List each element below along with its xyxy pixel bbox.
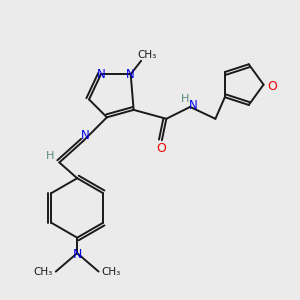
Text: H: H	[181, 94, 189, 103]
Text: CH₃: CH₃	[137, 50, 157, 60]
Text: CH₃: CH₃	[101, 267, 121, 277]
Text: O: O	[156, 142, 166, 155]
Text: N: N	[126, 68, 135, 81]
Text: H: H	[46, 151, 55, 161]
Text: CH₃: CH₃	[34, 267, 53, 277]
Text: O: O	[267, 80, 277, 93]
Text: N: N	[189, 99, 198, 112]
Text: N: N	[81, 129, 90, 142]
Text: N: N	[97, 68, 105, 81]
Text: N: N	[73, 248, 82, 261]
